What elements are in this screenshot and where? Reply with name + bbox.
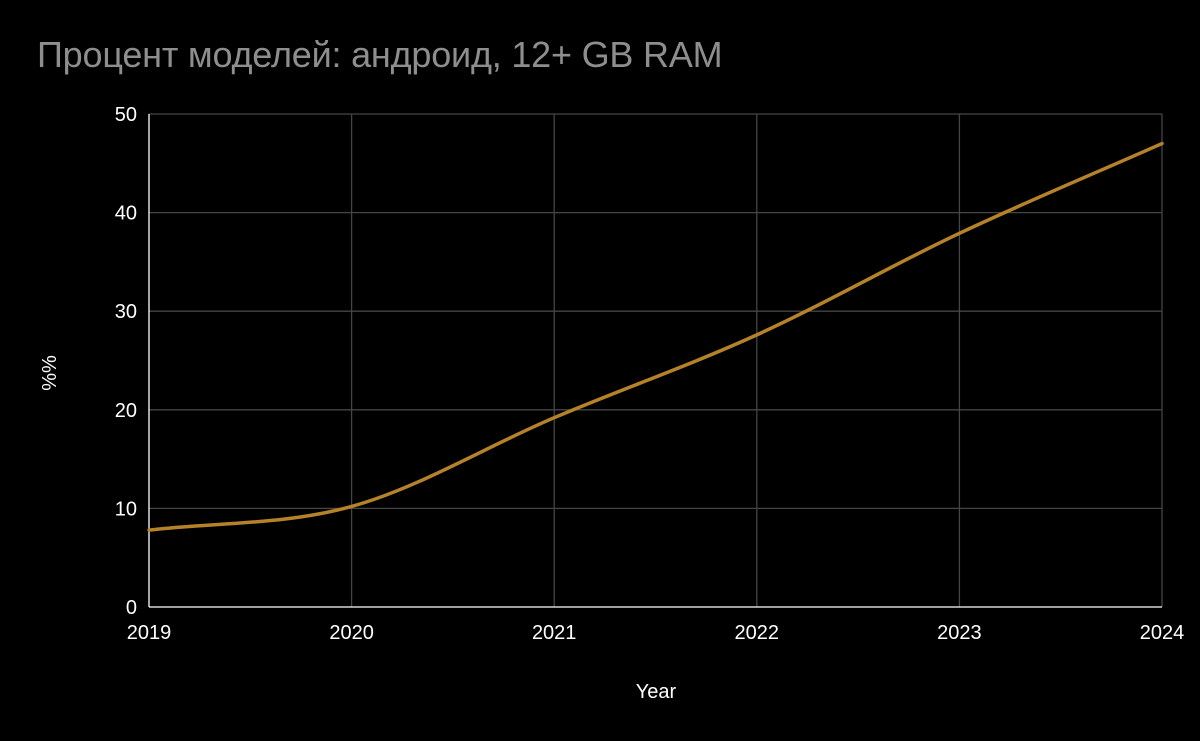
y-tick-labels: 0 10 20 30 40 50 (115, 104, 137, 619)
y-tick-label: 20 (115, 400, 137, 422)
x-axis-title: Year (636, 681, 677, 703)
y-tick-label: 0 (126, 597, 137, 619)
y-tick-label: 10 (115, 498, 137, 520)
y-tick-label: 30 (115, 301, 137, 323)
x-tick-label: 2022 (735, 622, 780, 644)
x-tick-label: 2019 (127, 622, 172, 644)
grid-lines (149, 113, 1163, 607)
y-axis-title: %% (39, 355, 61, 391)
y-tick-label: 40 (115, 203, 137, 225)
axes (148, 114, 1162, 608)
chart-title: Процент моделей: андроид, 12+ GB RAM (37, 34, 723, 75)
y-tick-label: 50 (115, 104, 137, 126)
x-tick-labels: 2019 2020 2021 2022 2023 2024 (127, 622, 1185, 644)
series-line-0 (147, 141, 1164, 532)
x-tick-label: 2023 (937, 622, 982, 644)
x-tick-label: 2024 (1140, 622, 1185, 644)
series-layer (147, 141, 1164, 532)
x-tick-label: 2021 (532, 622, 577, 644)
x-tick-label: 2020 (329, 622, 374, 644)
